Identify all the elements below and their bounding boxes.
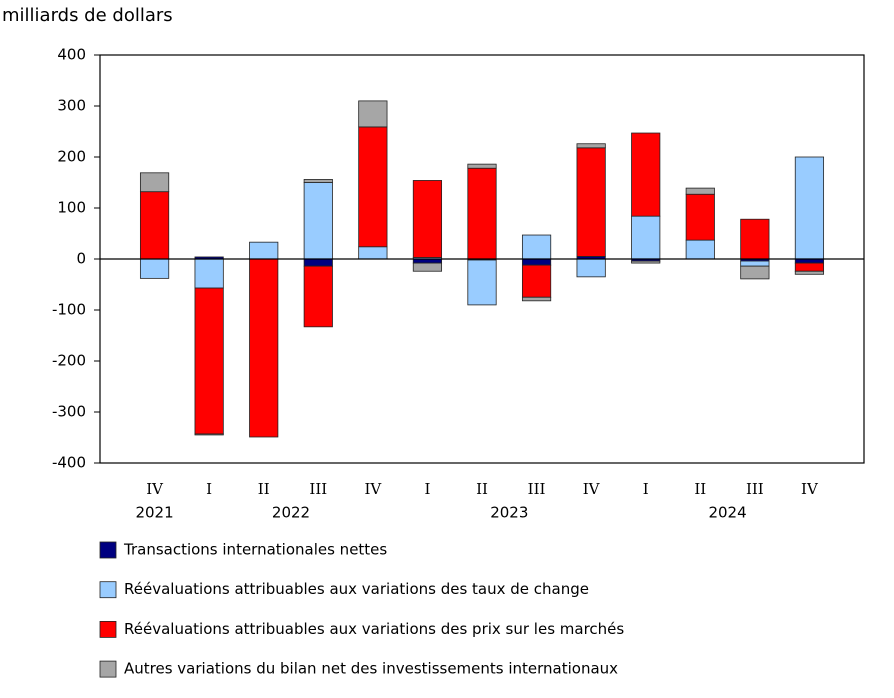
bar-segment [194,258,224,289]
bar-segment [412,180,443,258]
x-tick-label: I [643,480,649,498]
y-tick-label: 0 [76,250,86,268]
bar-segment [139,172,170,193]
bar-segment [631,215,661,260]
bar-segment [740,218,770,260]
bar-segment [249,241,279,260]
bar-segment [303,265,333,328]
x-tick-label: II [694,480,706,498]
bar-segment [467,259,497,306]
x-group-label: 2022 [272,504,310,522]
legend-swatch [99,621,117,638]
y-tick-label: -300 [52,403,86,421]
bar-segment [794,270,825,275]
x-tick-label: III [309,480,327,498]
legend-label: Transactions internationales nettes [123,541,387,559]
legend-label: Réévaluations attribuables aux variation… [124,620,624,638]
x-tick-label: III [528,480,546,498]
bar-segment [794,258,825,264]
y-tick-label: 400 [57,46,86,64]
legend-label: Réévaluations attribuables aux variation… [124,580,589,598]
bar-segment [249,258,279,438]
bar-segment [685,187,715,195]
bar-segment [358,126,388,248]
y-axis-title: milliards de dollars [2,5,173,26]
bar-segment [303,258,333,267]
bar-segment [139,258,170,279]
x-tick-label: II [258,480,270,498]
bar-segment [631,260,661,264]
y-tick-label: 300 [57,97,86,115]
legend-swatch [99,541,117,559]
bar-segment [358,246,388,260]
bar-segment [412,258,443,264]
legend-swatch [99,581,117,599]
legend-label: Autres variations du bilan net des inves… [124,660,618,678]
x-group-label: 2023 [490,504,528,522]
x-tick-label: I [424,480,430,498]
bar-segment [521,264,552,298]
y-tick-label: -400 [52,454,86,472]
bar-segment [521,258,552,266]
bar-segment [740,265,770,280]
bar-segment [194,433,224,436]
x-tick-label: I [206,480,212,498]
bar-segment [685,193,715,241]
y-tick-label: -100 [52,301,86,319]
x-group-label: 2024 [708,504,746,522]
bar-segment [194,287,224,435]
bar-segment [303,179,333,183]
bar-segment [576,147,606,257]
y-tick-label: 100 [57,199,86,217]
bar-segment [139,191,170,260]
bar-segment [521,234,552,260]
x-group-label: 2021 [135,504,173,522]
legend-swatch [99,660,117,678]
y-tick-label: -200 [52,352,86,370]
x-tick-label: IV [583,480,601,498]
bar-segment [467,163,497,169]
x-tick-label: IV [146,480,164,498]
y-tick-label: 200 [57,148,86,166]
bar-segment [412,262,443,272]
bar-segment [303,182,333,260]
bar-segment [685,239,715,260]
x-tick-label: II [476,480,488,498]
x-tick-label: III [746,480,764,498]
bar-segment [631,132,661,217]
bar-segment [794,156,825,260]
bar-segment [576,143,606,149]
bar-segment [521,296,552,302]
bar-segment [740,260,770,267]
bar-segment [794,262,825,272]
x-tick-label: IV [364,480,382,498]
bar-segment [576,258,606,278]
x-tick-label: IV [801,480,819,498]
bar-segment [467,167,497,260]
bar-segment [358,100,388,128]
